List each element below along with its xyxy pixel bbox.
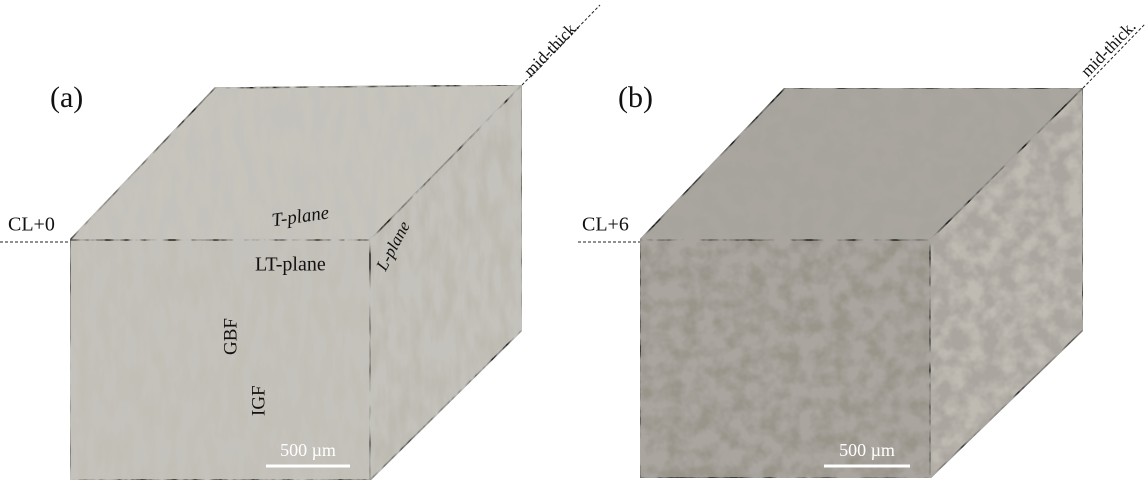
plane-label: LT-plane (255, 254, 326, 276)
thickness-label: mid-thick. (520, 17, 583, 81)
scale-label: 500 µm (839, 440, 895, 460)
position-label: CL+0 (8, 214, 55, 236)
cube-a (0, 5, 600, 480)
figure: (a) CL+0 mid-thick. T-plane L-plane LT-p… (0, 0, 1145, 486)
scale-label: 500 µm (280, 440, 336, 460)
panel-label: (b) (618, 81, 653, 114)
thickness-label: mid-thick. (1077, 17, 1140, 81)
position-label: CL+6 (582, 214, 629, 236)
phase-label: GBF (220, 318, 241, 355)
panel-label: (a) (50, 81, 83, 114)
phase-label: IGF (248, 385, 269, 416)
cube-b (578, 24, 1145, 478)
